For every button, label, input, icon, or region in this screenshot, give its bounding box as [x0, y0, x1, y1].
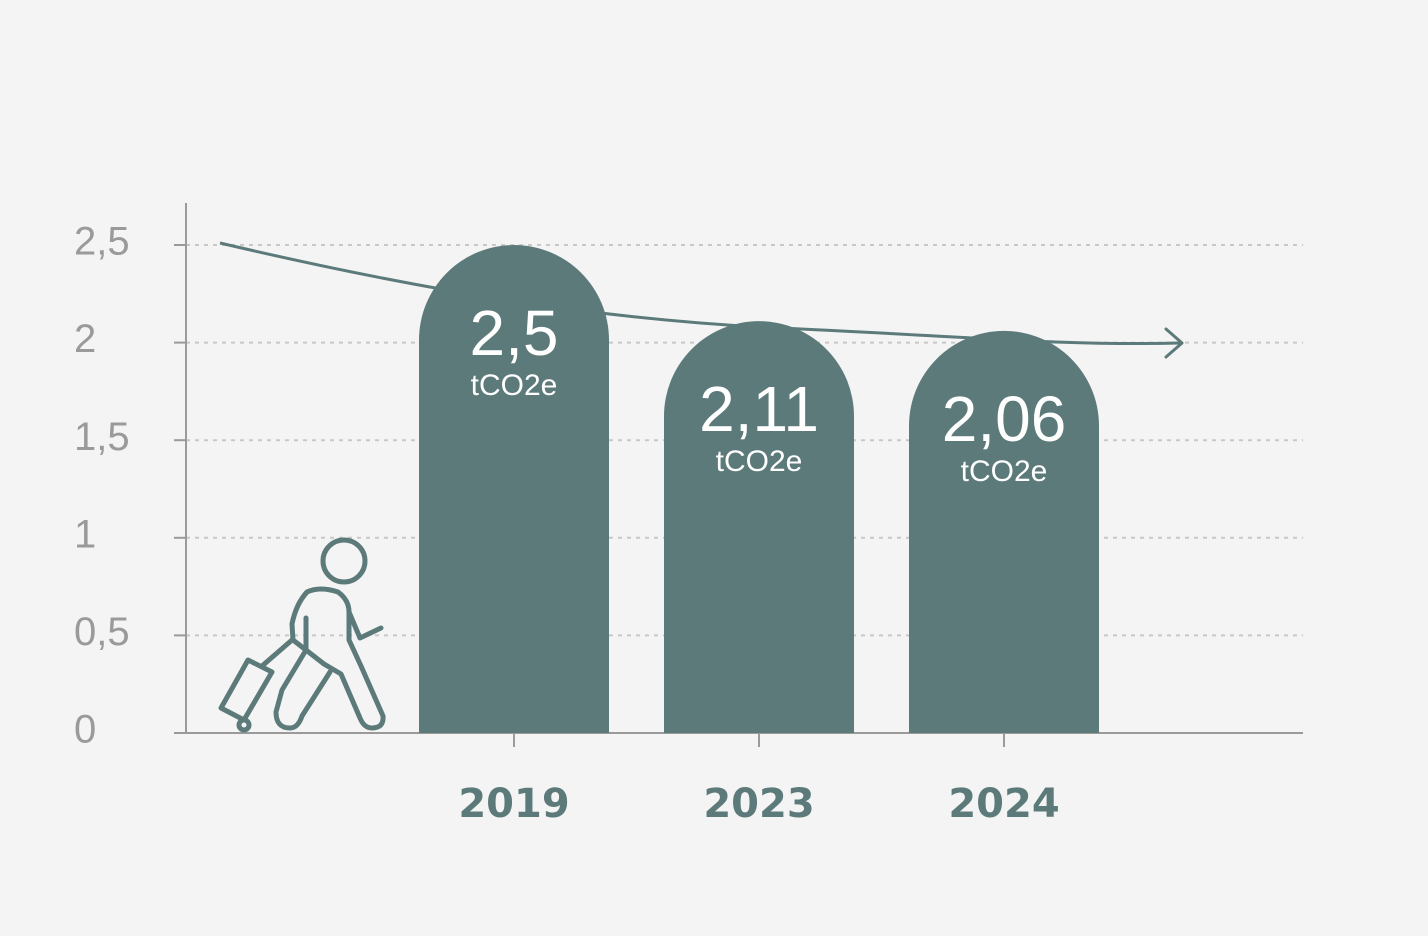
trend-curve: [219, 241, 1181, 346]
bar-2023: [664, 321, 854, 733]
bar-value-label: 2,11: [699, 373, 819, 445]
y-tick-label: 1,5: [74, 415, 130, 459]
y-tick-label: 0: [74, 708, 96, 752]
y-tick-label: 2: [74, 317, 96, 361]
x-tick-label: 2023: [703, 781, 814, 827]
y-tick-label: 2,5: [74, 220, 130, 264]
bar-unit-label: tCO2e: [471, 369, 558, 402]
bar-unit-label: tCO2e: [716, 445, 803, 478]
y-tick-label: 1: [74, 512, 96, 556]
x-tick-label: 2024: [948, 781, 1059, 827]
bar-value-label: 2,06: [942, 383, 1067, 455]
bar-2024: [909, 330, 1099, 733]
person-with-suitcase-icon: [218, 537, 386, 733]
x-tick-label: 2019: [458, 781, 569, 827]
bar-unit-label: tCO2e: [961, 455, 1048, 488]
bar-value-label: 2,5: [470, 297, 559, 369]
trend-arrow: [219, 241, 1184, 359]
bar-2019: [419, 245, 609, 733]
x-tick-labels: 2019 2023 2024: [458, 733, 1060, 827]
y-tick-label: 0,5: [74, 610, 130, 654]
y-tick-labels: 0 0,5 1 1,5 2 2,5: [74, 220, 130, 752]
trend-arrowhead: [1164, 327, 1184, 359]
